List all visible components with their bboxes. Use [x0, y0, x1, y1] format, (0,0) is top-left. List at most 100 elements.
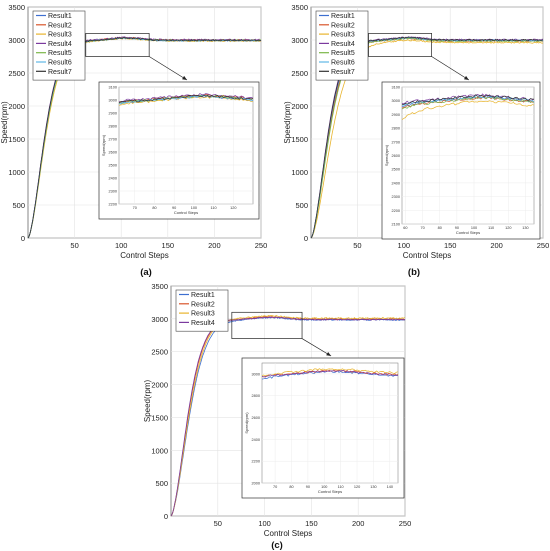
legend-label: Result3 [331, 32, 355, 39]
inset-y-tick-label: 2000 [252, 482, 260, 486]
x-tick-label: 50 [353, 241, 361, 250]
y-axis-label: Speed(rpm) [0, 101, 9, 144]
y-tick-label: 2000 [151, 381, 168, 390]
inset-x-tick-label: 70 [273, 485, 277, 489]
y-tick-label: 500 [12, 201, 25, 210]
panel-label: (c) [271, 540, 283, 551]
inset-series-line-result3 [119, 96, 253, 106]
inset-y-tick-label: 2800 [252, 394, 260, 398]
y-tick-label: 500 [295, 201, 308, 210]
inset-series-line-result4 [119, 93, 253, 103]
inset-series-group [402, 93, 534, 120]
zoom-box [85, 33, 150, 57]
x-tick-label: 50 [214, 519, 222, 528]
inset-y-tick-label: 3100 [109, 86, 117, 90]
inset-y-tick-label: 2100 [392, 223, 400, 227]
inset-x-tick-label: 90 [172, 206, 176, 210]
x-tick-label: 200 [490, 241, 503, 250]
series-line-result4 [170, 316, 406, 517]
inset-x-tick-label: 100 [191, 206, 197, 210]
inset-y-axis-label: Speed(rpm) [101, 134, 106, 156]
legend-label: Result3 [48, 32, 72, 39]
y-tick-label: 3500 [151, 282, 168, 291]
y-tick-label: 3500 [8, 3, 25, 12]
chart-panel-2: 0 500 1000 1500 2000 2500 3000 3500 50 100 150 200 2… [143, 282, 411, 551]
inset-x-tick-label: 100 [471, 226, 477, 230]
y-tick-label: 3500 [291, 3, 308, 12]
inset-y-tick-label: 2800 [392, 127, 400, 131]
inset-y-tick-label: 2600 [252, 416, 260, 420]
inset-y-tick-label: 2700 [109, 138, 117, 142]
inset-series-group [119, 93, 253, 106]
inset-y-tick-label: 2400 [109, 177, 117, 181]
inset-y-axis-label: Speed(rpm) [244, 412, 249, 434]
legend-label: Result4 [191, 320, 215, 327]
y-tick-label: 2000 [8, 102, 25, 111]
x-tick-label: 100 [398, 241, 411, 250]
inset-x-tick-label: 70 [420, 226, 424, 230]
legend-label: Result1 [191, 292, 215, 299]
legend-label: Result2 [191, 301, 215, 308]
y-tick-label: 1500 [8, 135, 25, 144]
x-tick-label: 200 [208, 241, 221, 250]
zoom-box [231, 311, 303, 339]
inset-x-tick-label: 100 [321, 485, 327, 489]
x-tick-label: 150 [305, 519, 318, 528]
panel-label: (a) [140, 267, 152, 278]
inset-x-tick-label: 120 [505, 226, 511, 230]
y-tick-label: 1500 [291, 135, 308, 144]
y-tick-label: 2500 [291, 69, 308, 78]
panel-label: (b) [408, 267, 420, 278]
inset-y-tick-label: 2300 [392, 195, 400, 199]
zoom-pointer [148, 56, 188, 81]
legend-label: Result1 [48, 13, 72, 20]
inset-y-tick-label: 2800 [109, 125, 117, 129]
inset-x-axis-label: Control Steps [174, 210, 198, 215]
inset-y-tick-label: 2600 [392, 154, 400, 158]
chart-panel-1: 0 500 1000 1500 2000 2500 3000 3500 50 100 150 200 2… [283, 3, 549, 278]
inset-x-tick-label: 90 [455, 226, 459, 230]
inset-y-tick-label: 2400 [392, 181, 400, 185]
y-tick-label: 2000 [291, 102, 308, 111]
legend-label: Result4 [331, 41, 355, 48]
y-tick-label: 1000 [8, 168, 25, 177]
inset-y-axis-label: Speed(rpm) [384, 144, 389, 166]
series-line-result3 [170, 314, 405, 517]
inset-x-tick-label: 90 [306, 485, 310, 489]
inset-y-tick-label: 2700 [392, 140, 400, 144]
y-tick-label: 2500 [8, 69, 25, 78]
inset-plot-area [118, 86, 254, 205]
legend-box [315, 10, 369, 81]
legend-label: Result2 [331, 22, 355, 29]
y-tick-label: 3000 [291, 36, 308, 45]
zoom-pointer-head [326, 351, 332, 356]
legend-box [32, 10, 86, 81]
y-tick-label: 3000 [151, 315, 168, 324]
y-tick-label: 1000 [291, 168, 308, 177]
inset-x-axis-label: Control Steps [318, 489, 342, 494]
x-tick-label: 100 [258, 519, 271, 528]
legend-label: Result2 [48, 22, 72, 29]
chart-panel-0: 0 500 1000 1500 2000 2500 3000 3500 50 100 150 200 2… [0, 3, 267, 278]
inset-y-tick-label: 2500 [109, 164, 117, 168]
x-tick-label: 50 [70, 241, 78, 250]
x-tick-label: 100 [115, 241, 128, 250]
zoom-box [368, 33, 432, 57]
legend-label: Result4 [48, 41, 72, 48]
inset-series-line-result4 [262, 370, 398, 378]
x-tick-label: 200 [352, 519, 365, 528]
x-axis-label: Control Steps [403, 251, 451, 260]
inset-y-tick-label: 3100 [392, 86, 400, 90]
y-tick-label: 3000 [8, 36, 25, 45]
zoom-pointer [431, 56, 470, 81]
legend-box [175, 289, 229, 332]
y-tick-label: 0 [164, 512, 168, 521]
y-tick-label: 1000 [151, 446, 168, 455]
inset-x-tick-label: 110 [338, 485, 344, 489]
x-axis-label: Control Steps [120, 251, 168, 260]
inset-x-tick-label: 80 [438, 226, 442, 230]
x-axis-label: Control Steps [264, 529, 312, 538]
x-tick-label: 250 [537, 241, 550, 250]
inset-x-tick-label: 130 [370, 485, 376, 489]
